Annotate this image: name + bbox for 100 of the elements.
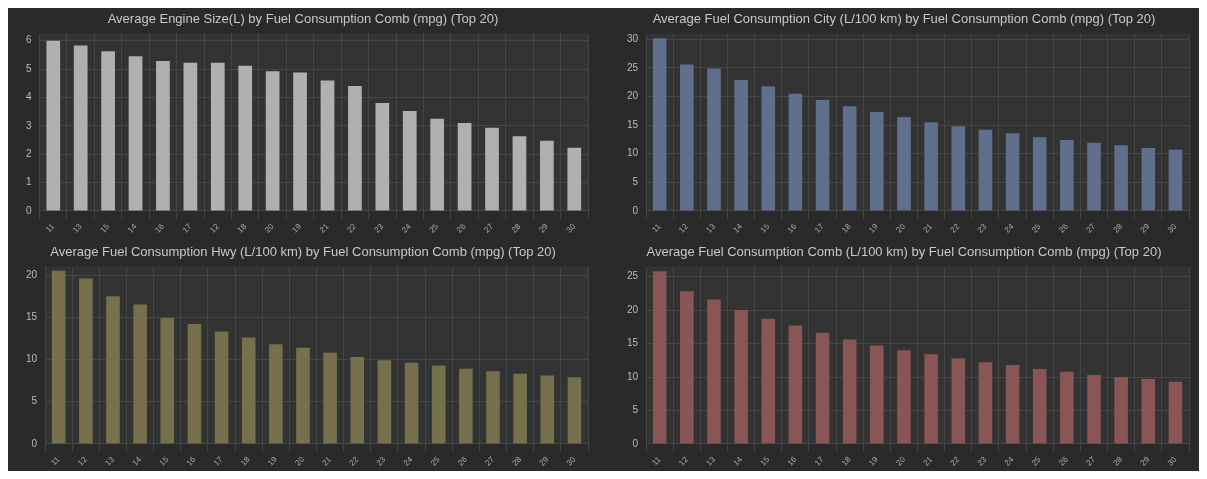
bar xyxy=(1114,377,1128,444)
x-tick-label: 11 xyxy=(650,454,664,468)
bar xyxy=(842,339,857,444)
y-tick-label: 20 xyxy=(627,303,639,315)
x-tick-label: 13 xyxy=(103,454,117,468)
bar xyxy=(761,318,776,444)
x-tick-label: 13 xyxy=(71,221,85,235)
bar xyxy=(1032,368,1047,444)
bar xyxy=(1060,371,1074,444)
y-tick-label: 2 xyxy=(26,147,32,159)
bar xyxy=(680,291,694,444)
bar xyxy=(1087,142,1101,211)
x-tick-label: 17 xyxy=(812,221,826,235)
bar xyxy=(46,40,61,211)
bar xyxy=(241,337,256,444)
x-tick-label: 14 xyxy=(125,221,139,235)
x-tick-label: 24 xyxy=(400,221,414,235)
bar xyxy=(1114,145,1128,211)
chart-title: Average Fuel Consumption Hwy (L/100 km) by Fuel Consumption Comb (mpg) (Top 20) xyxy=(50,244,556,260)
x-tick-label: 19 xyxy=(867,221,881,235)
x-tick-label: 17 xyxy=(211,454,225,468)
bar xyxy=(320,80,335,211)
bar xyxy=(761,86,776,211)
bar xyxy=(1141,148,1156,211)
bar xyxy=(51,270,66,444)
x-tick-label: 21 xyxy=(320,454,334,468)
y-tick-label: 5 xyxy=(26,62,32,74)
bar xyxy=(680,64,694,211)
x-tick-label: 26 xyxy=(454,221,468,235)
x-tick-label: 25 xyxy=(427,221,441,235)
x-tick-label: 17 xyxy=(180,221,194,235)
x-tick-label: 16 xyxy=(785,454,799,468)
bar xyxy=(924,354,938,444)
bar xyxy=(540,375,555,444)
x-tick-label: 28 xyxy=(509,221,523,235)
bar xyxy=(1060,139,1074,211)
x-tick-label: 29 xyxy=(537,221,551,235)
bar xyxy=(1032,137,1047,211)
y-tick-label: 4 xyxy=(26,91,32,103)
y-tick-label: 10 xyxy=(26,353,38,365)
bar xyxy=(978,362,993,444)
bar xyxy=(128,56,143,211)
bar xyxy=(951,358,966,444)
bar xyxy=(815,332,830,444)
bar xyxy=(457,122,472,211)
x-tick-label: 22 xyxy=(948,454,962,468)
bar xyxy=(1005,364,1020,444)
x-tick-label: 23 xyxy=(975,221,989,235)
x-tick-label: 20 xyxy=(894,454,908,468)
x-tick-label: 27 xyxy=(482,221,496,235)
x-tick-label: 12 xyxy=(677,221,691,235)
x-tick-label: 27 xyxy=(1084,221,1098,235)
bar xyxy=(160,318,175,444)
x-tick-label: 29 xyxy=(1138,221,1152,235)
x-tick-label: 19 xyxy=(290,221,304,235)
bar xyxy=(513,373,527,444)
bar xyxy=(296,347,310,444)
x-tick-label: 22 xyxy=(948,221,962,235)
x-tick-label: 11 xyxy=(44,221,57,235)
x-tick-label: 24 xyxy=(401,454,415,468)
y-tick-label: 0 xyxy=(632,437,639,449)
y-tick-label: 0 xyxy=(632,204,639,216)
bar xyxy=(269,344,283,444)
bar xyxy=(187,324,202,444)
x-tick-label: 30 xyxy=(564,221,578,235)
x-tick-label: 23 xyxy=(374,454,388,468)
x-tick-label: 24 xyxy=(1002,221,1016,235)
x-tick-label: 21 xyxy=(921,221,935,235)
x-tick-label: 11 xyxy=(49,454,63,468)
bar xyxy=(924,122,938,211)
bar xyxy=(402,111,417,211)
bar xyxy=(1087,375,1101,444)
bar xyxy=(1168,381,1183,444)
x-tick-label: 12 xyxy=(76,454,90,468)
x-tick-label: 29 xyxy=(537,454,551,468)
bar xyxy=(652,271,667,444)
x-tick-label: 30 xyxy=(564,454,578,468)
bar xyxy=(1141,379,1156,444)
x-tick-label: 20 xyxy=(262,221,276,235)
bar xyxy=(897,117,911,211)
x-tick-label: 11 xyxy=(650,221,664,235)
bar xyxy=(265,71,280,211)
bar xyxy=(897,350,911,444)
x-tick-label: 12 xyxy=(677,454,691,468)
x-tick-label: 18 xyxy=(239,454,253,468)
x-tick-label: 16 xyxy=(785,221,799,235)
y-tick-label: 15 xyxy=(627,337,639,349)
bar xyxy=(734,310,748,444)
x-tick-label: 21 xyxy=(317,221,331,235)
y-tick-label: 0 xyxy=(31,437,38,449)
bar xyxy=(788,93,803,211)
bar xyxy=(951,126,966,211)
x-tick-label: 22 xyxy=(345,221,359,235)
x-tick-label: 25 xyxy=(429,454,443,468)
bar xyxy=(652,38,667,211)
x-tick-label: 15 xyxy=(157,454,171,468)
x-tick-label: 24 xyxy=(1002,454,1016,468)
bar xyxy=(79,278,93,444)
x-tick-label: 21 xyxy=(921,454,935,468)
bar xyxy=(430,118,445,211)
